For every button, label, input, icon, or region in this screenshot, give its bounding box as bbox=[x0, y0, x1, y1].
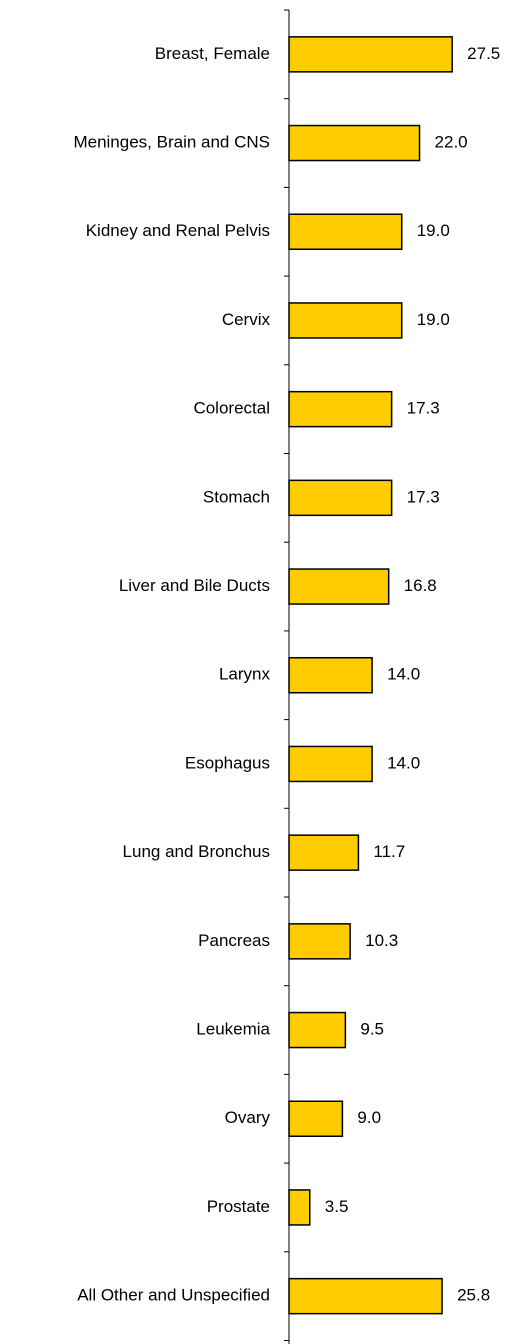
value-label: 22.0 bbox=[435, 133, 468, 152]
y-tick-label: Meninges, Brain and CNS bbox=[73, 133, 270, 152]
value-label: 14.0 bbox=[387, 665, 420, 684]
y-tick-label: Breast, Female bbox=[155, 44, 270, 63]
y-tick-label: Prostate bbox=[207, 1197, 270, 1216]
bar bbox=[288, 834, 360, 871]
y-tick-label: Cervix bbox=[222, 310, 271, 329]
y-tick-label: Colorectal bbox=[193, 399, 270, 418]
y-tick-label: Ovary bbox=[225, 1108, 271, 1127]
y-tick-label: Esophagus bbox=[185, 753, 270, 772]
y-tick-label: Lung and Bronchus bbox=[123, 842, 270, 861]
bar bbox=[288, 1011, 347, 1049]
value-label: 3.5 bbox=[325, 1197, 349, 1216]
bar bbox=[288, 745, 373, 783]
value-label: 16.8 bbox=[404, 576, 437, 595]
value-label: 11.7 bbox=[373, 842, 405, 861]
bar bbox=[288, 1277, 443, 1315]
bar bbox=[288, 36, 453, 73]
bar bbox=[288, 657, 373, 694]
value-label: 27.5 bbox=[467, 44, 500, 63]
value-label: 19.0 bbox=[417, 221, 450, 240]
y-tick-label: All Other and Unspecified bbox=[77, 1286, 270, 1305]
value-label: 9.0 bbox=[357, 1108, 381, 1127]
bar bbox=[288, 479, 393, 517]
value-label: 14.0 bbox=[387, 753, 420, 772]
y-tick-label: Liver and Bile Ducts bbox=[119, 576, 270, 595]
value-label: 17.3 bbox=[407, 487, 440, 506]
bar bbox=[288, 568, 390, 605]
bar bbox=[288, 213, 403, 250]
value-label: 25.8 bbox=[457, 1286, 490, 1305]
bar bbox=[288, 124, 421, 162]
value-label: 10.3 bbox=[365, 931, 398, 950]
bar bbox=[288, 302, 403, 339]
y-tick-label: Leukemia bbox=[196, 1020, 270, 1039]
value-label: 9.5 bbox=[360, 1020, 384, 1039]
bar bbox=[288, 923, 351, 960]
bar bbox=[288, 1100, 344, 1137]
y-tick-label: Kidney and Renal Pelvis bbox=[86, 221, 270, 240]
y-tick-label: Larynx bbox=[219, 665, 271, 684]
value-label: 19.0 bbox=[417, 310, 450, 329]
bar bbox=[288, 390, 393, 428]
y-tick-label: Pancreas bbox=[198, 931, 270, 950]
value-label: 17.3 bbox=[407, 399, 440, 418]
y-tick-label: Stomach bbox=[203, 487, 270, 506]
bar bbox=[288, 1189, 311, 1226]
